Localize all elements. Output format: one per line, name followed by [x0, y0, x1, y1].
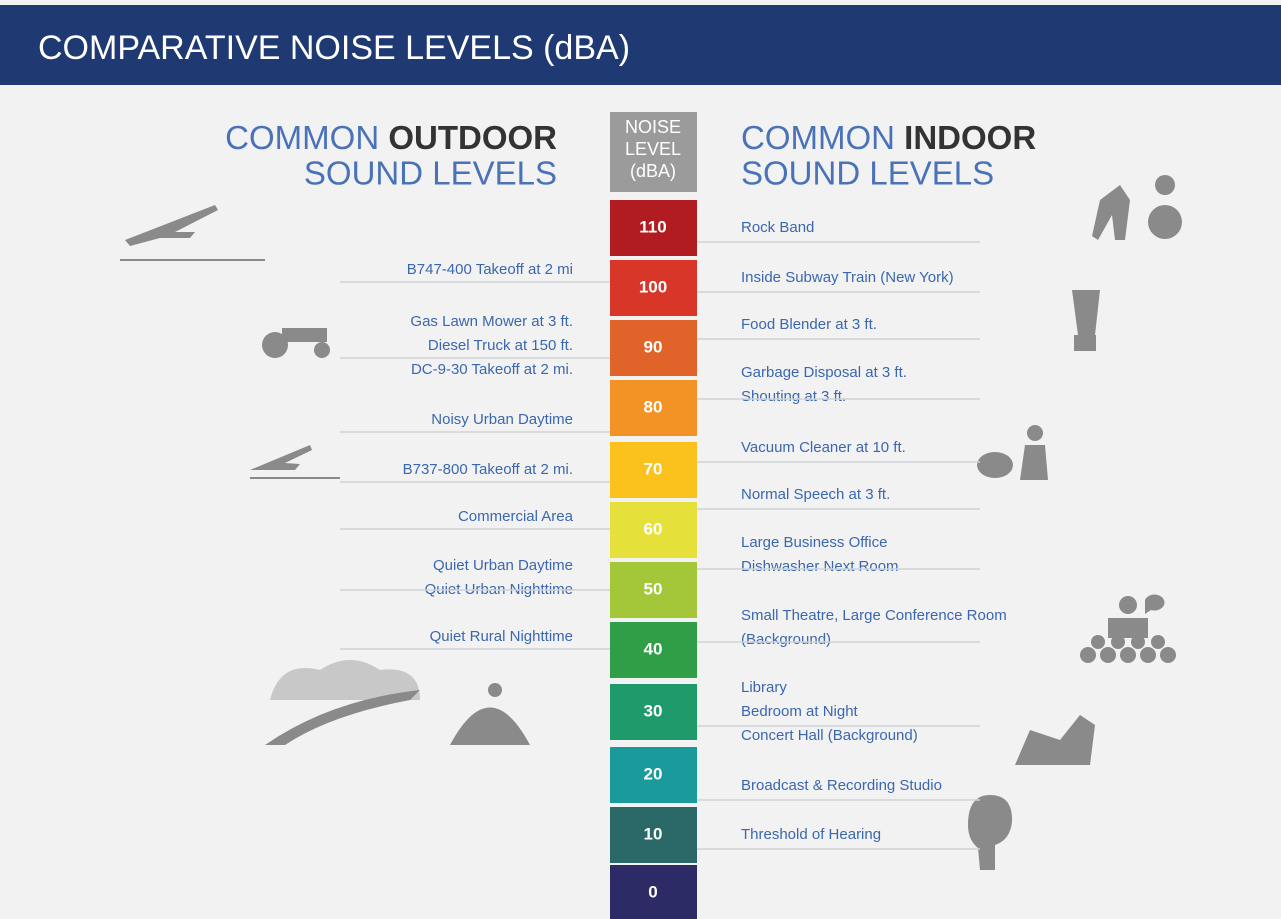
level-label: 60 [644, 519, 663, 538]
level-label: 110 [639, 217, 666, 236]
scale-heading: NOISE [625, 117, 681, 137]
podium-icon [1108, 618, 1148, 638]
indoor-item: Concert Hall (Background) [741, 727, 918, 744]
indoor-item: Broadcast & Recording Studio [741, 777, 942, 794]
indoor-item: Inside Subway Train (New York) [741, 269, 954, 286]
indoor-heading-light: COMMON [741, 119, 895, 156]
indoor-heading: COMMON INDOOR [741, 119, 1036, 156]
level-label: 40 [644, 639, 663, 658]
drummer-icon [1155, 175, 1175, 195]
indoor-item: Large Business Office [741, 534, 887, 551]
indoor-item: Vacuum Cleaner at 10 ft. [741, 439, 906, 456]
indoor-item: Threshold of Hearing [741, 826, 881, 843]
outdoor-item: Quiet Urban Daytime [433, 557, 573, 574]
vacuum-icon [977, 452, 1013, 478]
drum-icon [1148, 205, 1182, 239]
level-label: 90 [644, 337, 663, 356]
outdoor-item: Commercial Area [458, 508, 574, 525]
indoor-item: Normal Speech at 3 ft. [741, 486, 890, 503]
mower-body [282, 328, 327, 342]
indoor-item: Dishwasher Next Room [741, 558, 899, 575]
level-label: 20 [644, 764, 663, 783]
indoor-item: Food Blender at 3 ft. [741, 316, 877, 333]
outdoor-heading-light: COMMON [225, 119, 379, 156]
indoor-item: Garbage Disposal at 3 ft. [741, 364, 907, 381]
outdoor-heading: COMMON OUTDOOR [225, 119, 557, 156]
outdoor-item: Noisy Urban Daytime [431, 411, 573, 428]
level-label: 50 [644, 579, 663, 598]
level-label: 0 [648, 882, 657, 901]
level-label: 30 [644, 701, 663, 720]
outdoor-heading-bold: OUTDOOR [388, 119, 557, 156]
level-label: 80 [644, 397, 663, 416]
indoor-item: Bedroom at Night [741, 703, 859, 720]
page-title: COMPARATIVE NOISE LEVELS (dBA) [38, 29, 630, 67]
indoor-item: Rock Band [741, 219, 814, 236]
infographic: COMPARATIVE NOISE LEVELS (dBA) COMMON OU… [0, 0, 1281, 919]
outdoor-item: B747-400 Takeoff at 2 mi [407, 261, 573, 278]
outdoor-heading-line2: SOUND LEVELS [304, 155, 557, 192]
mower-wheel [314, 342, 330, 358]
outdoor-item: Gas Lawn Mower at 3 ft. [410, 313, 573, 330]
scale-heading: (dBA) [630, 161, 676, 181]
indoor-heading-line2: SOUND LEVELS [741, 155, 994, 192]
outdoor-item: Diesel Truck at 150 ft. [428, 337, 573, 354]
indoor-item: Small Theatre, Large Conference Room [741, 607, 1007, 624]
level-label: 100 [639, 277, 667, 296]
indoor-item: Library [741, 679, 787, 696]
blender-base [1074, 335, 1096, 351]
indoor-item: (Background) [741, 631, 831, 648]
vacuum-person [1027, 425, 1043, 441]
level-label: 70 [644, 459, 663, 478]
level-label: 10 [644, 824, 663, 843]
indoor-item: Shouting at 3 ft. [741, 388, 846, 405]
outdoor-item: Quiet Rural Nighttime [430, 628, 573, 645]
outdoor-item: DC-9-30 Takeoff at 2 mi. [411, 361, 573, 378]
speaker-icon [1119, 596, 1137, 614]
tree-icon [488, 683, 502, 697]
scale-heading: LEVEL [625, 139, 681, 159]
outdoor-item: B737-800 Takeoff at 2 mi. [403, 461, 573, 478]
indoor-heading-bold: INDOOR [904, 119, 1036, 156]
